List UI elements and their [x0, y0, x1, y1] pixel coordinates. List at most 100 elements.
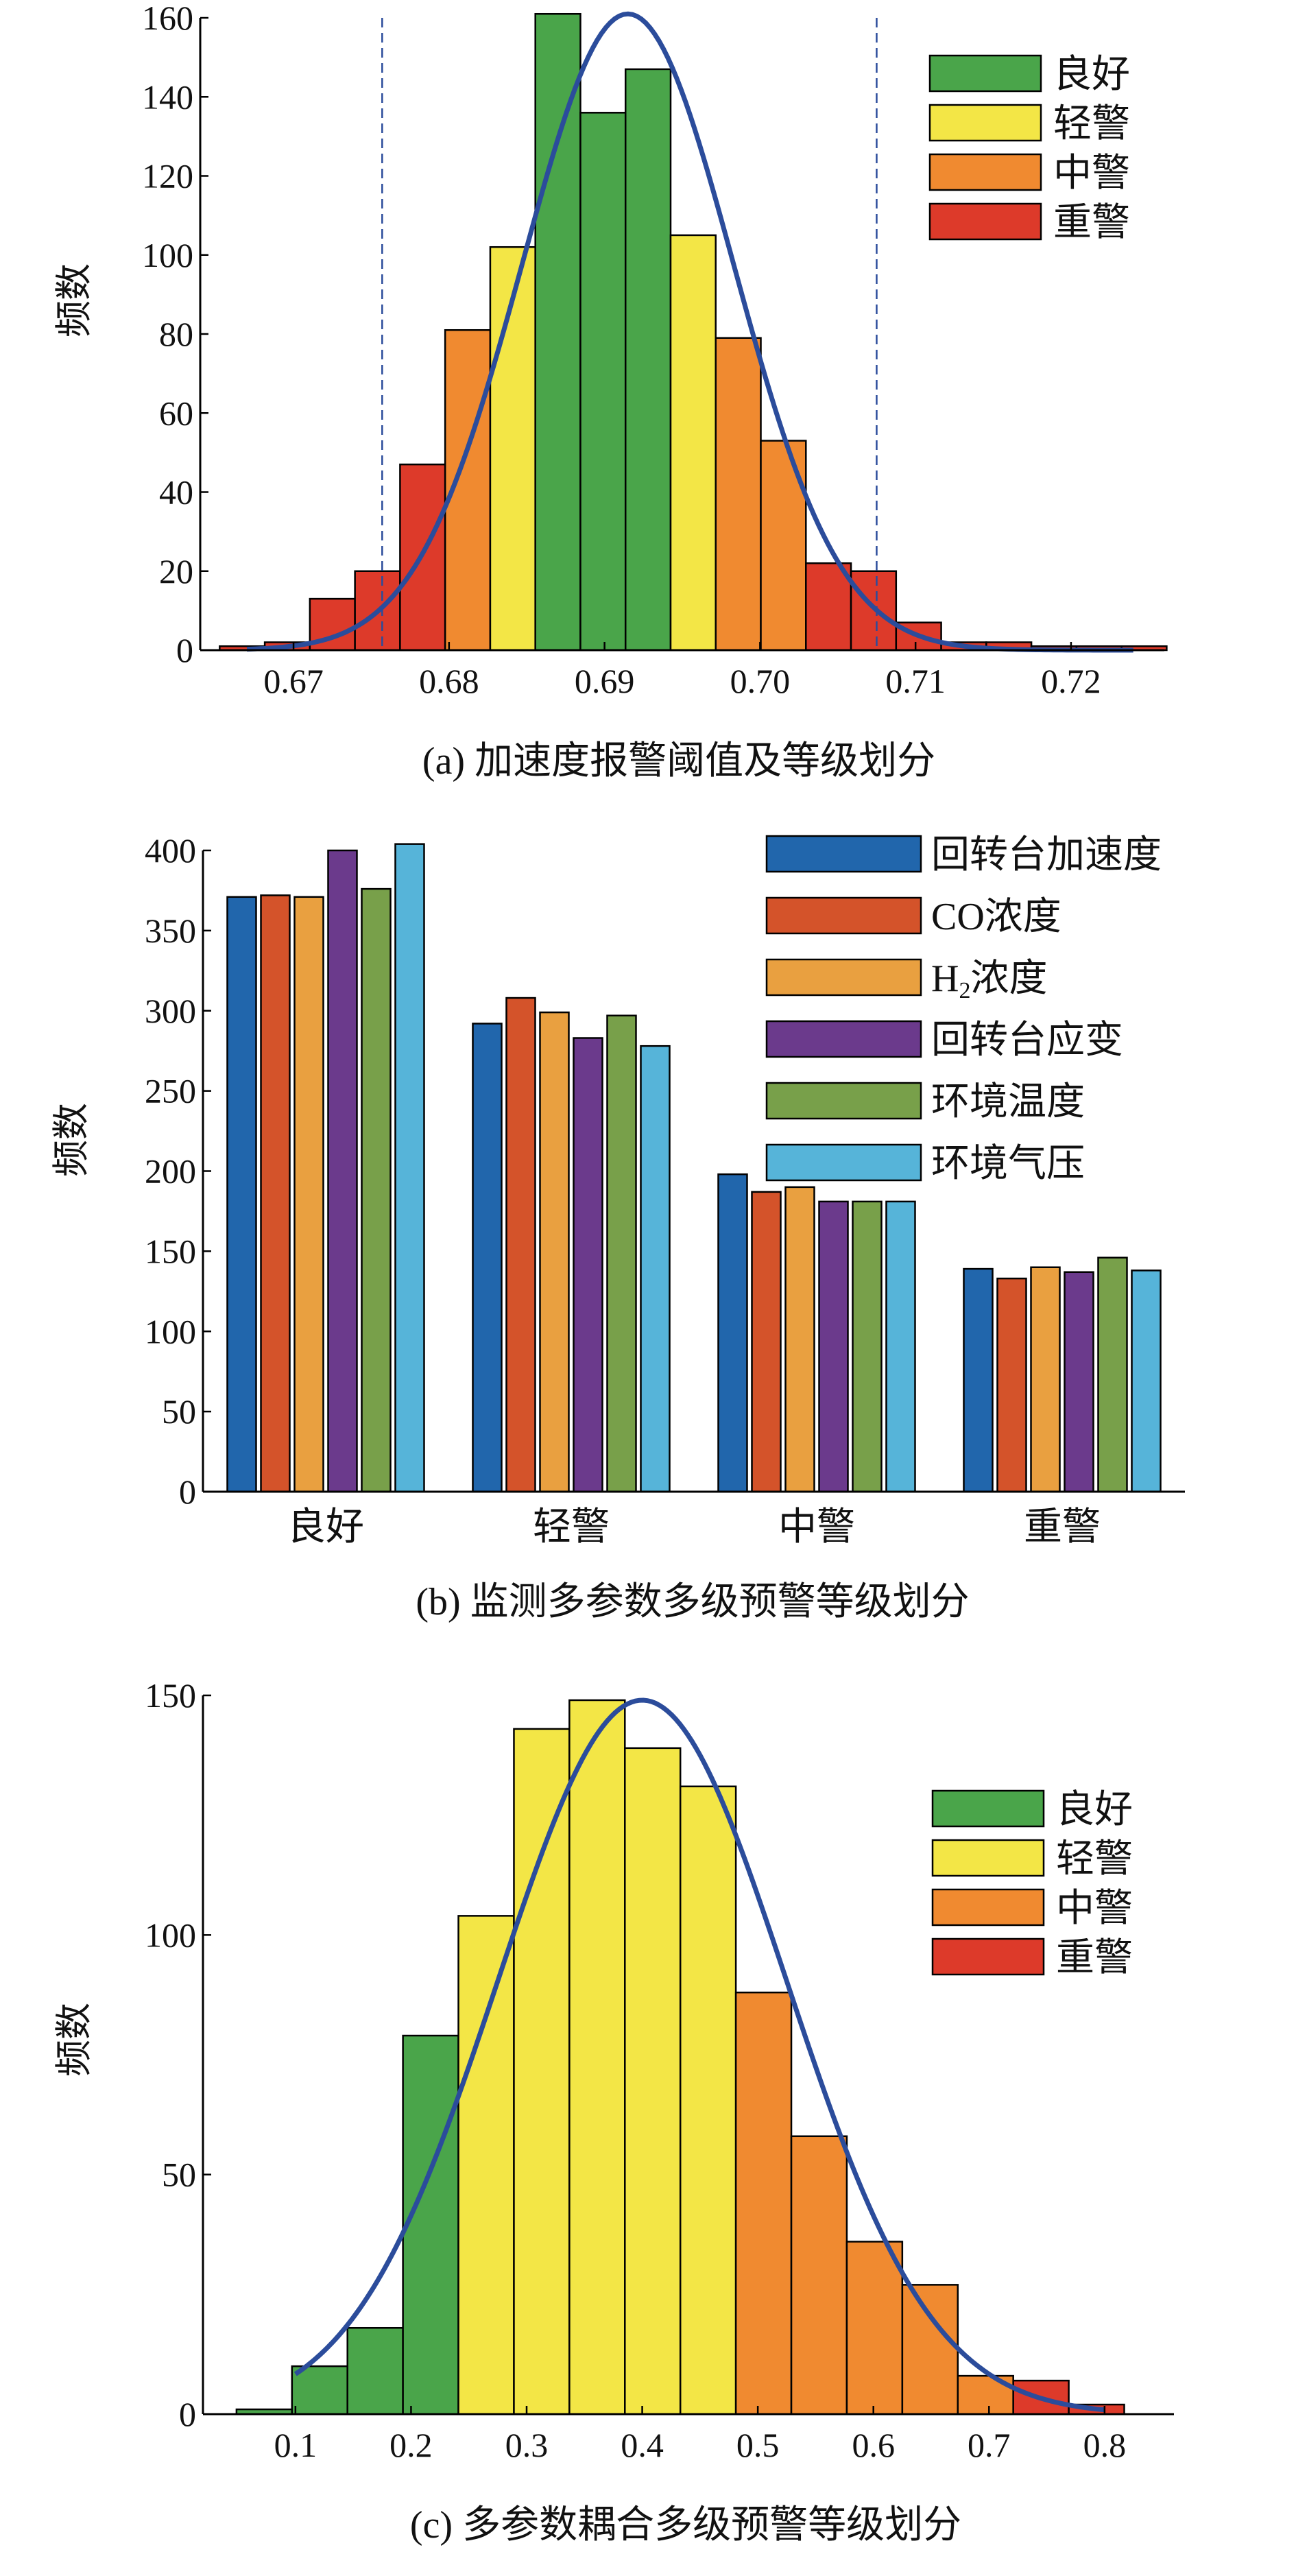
panel-b-bar: [818, 1200, 849, 1493]
panel-a-bar: [489, 246, 536, 652]
panel-c-bar: [734, 1991, 793, 2416]
panel-b-bar: [361, 887, 392, 1493]
panel-b-bar: [606, 1014, 637, 1493]
panel-c-legend-swatch: [931, 1839, 1045, 1877]
panel-b-legend-label: 回转台应变: [931, 1019, 1123, 1062]
panel-a-ytick-label: 40: [159, 473, 193, 512]
panel-a-ytick-label: 80: [159, 315, 193, 353]
panel-b-legend-swatch: [765, 958, 922, 997]
panel-a-bar: [715, 337, 762, 652]
panel-b-bar: [640, 1045, 671, 1493]
panel-b-bar: [293, 896, 324, 1493]
panel-c-legend-label: 轻警: [1056, 1838, 1133, 1881]
panel-a-y-axis-label: 频数: [53, 263, 95, 337]
panel-c-bar: [402, 2034, 459, 2416]
panel-a-histogram: 0 20 40 60 80 100 120 140 160 0.67 0.68 0.69 0.70 0.7…: [53, 0, 1168, 783]
panel-a-xtick-label: 0.70: [730, 662, 791, 700]
panel-b-legend-swatch: [765, 1082, 922, 1120]
panel-a-bar: [805, 562, 852, 652]
panel-a-bar: [669, 234, 717, 652]
panel-c-xtick-label: 0.7: [968, 2426, 1011, 2464]
panel-c-xtick-label: 0.3: [505, 2426, 549, 2464]
panel-c-histogram: 0 50 100 150 0.1 0.2 0.3 0.4 0.5 0.6 0.7 0.8 良好轻警中警重…: [53, 1676, 1174, 2547]
panel-b-legend-label: CO浓度: [931, 896, 1061, 938]
panel-a-legend-label: 重警: [1053, 202, 1130, 244]
panel-a-ytick-label: 120: [142, 157, 193, 195]
panel-b-legend-swatch: [765, 1020, 922, 1058]
panel-c-bar: [513, 1728, 571, 2416]
panel-c-caption: (c) 多参数耦合多级预警等级划分: [410, 2504, 961, 2547]
panel-b-grouped-bar-chart: 良好 轻警 中警 重警 0 50 100 150 200 250 300 350 400 回转台加速度 CO…: [51, 831, 1185, 1623]
panel-b-ytick-label: 300: [145, 992, 196, 1030]
panel-b-bar: [1030, 1266, 1061, 1493]
panel-c-legend-label: 重警: [1056, 1937, 1133, 1979]
panel-b-ytick-label: 100: [145, 1312, 196, 1350]
panel-b-category-label: 中警: [778, 1506, 855, 1549]
panel-c-bar: [346, 2326, 404, 2416]
panel-c-fit-curve: [293, 1697, 1105, 2413]
panel-a-legend-label: 中警: [1053, 152, 1130, 195]
panel-b-ytick-label: 0: [179, 1472, 196, 1511]
panel-c-ytick-label: 0: [179, 2395, 196, 2433]
panel-c-ytick-label: 150: [145, 1676, 196, 1715]
panel-a-ytick-label: 20: [159, 552, 193, 591]
panel-c-xtick-label: 0.8: [1083, 2426, 1127, 2464]
panel-c-bar: [457, 1915, 515, 2416]
panel-a-legend-label: 良好: [1053, 53, 1130, 96]
panel-c-legend-swatch: [931, 1937, 1045, 1976]
panel-a-bar: [534, 12, 581, 652]
panel-b-caption: (b) 监测多参数多级预警等级划分: [416, 1581, 969, 1623]
panel-c-bar: [845, 2241, 904, 2416]
panel-c-xtick-label: 0.2: [389, 2426, 433, 2464]
panel-b-category-label: 轻警: [533, 1506, 610, 1549]
panel-a-bar: [850, 570, 898, 652]
panel-b-legend-swatch: [765, 1143, 922, 1182]
panel-a-legend-swatch: [928, 104, 1042, 142]
panel-b-ytick-label: 150: [145, 1232, 196, 1270]
panel-a-xtick-label: 0.69: [575, 662, 635, 700]
panel-b-bar: [260, 894, 291, 1493]
panel-b-category-label: 重警: [1024, 1506, 1101, 1549]
panel-b-y-axis-label: 频数: [51, 1103, 92, 1177]
panel-a-ytick-label: 0: [176, 631, 193, 669]
panel-b-legend-label: 回转台加速度: [931, 834, 1162, 876]
panel-b-legend-swatch: [765, 835, 922, 873]
panel-a-ytick-label: 140: [142, 77, 193, 116]
panel-b-bar: [784, 1186, 815, 1493]
panel-b-bar: [394, 843, 425, 1493]
panel-b-bar: [539, 1011, 570, 1493]
panel-b-bar: [1064, 1271, 1094, 1493]
panel-a-legend-swatch: [928, 54, 1042, 93]
panel-c-xtick-label: 0.4: [621, 2426, 664, 2464]
panel-c-bar: [568, 1699, 626, 2416]
panel-c-bar: [624, 1747, 682, 2416]
panel-c-legend-label: 中警: [1056, 1887, 1133, 1930]
panel-a-xtick-label: 0.67: [263, 662, 324, 700]
panel-a-bar: [624, 68, 672, 652]
panel-b-bar: [717, 1173, 748, 1493]
panel-c-xtick-label: 0.5: [736, 2426, 780, 2464]
panel-c-xtick-label: 0.6: [852, 2426, 895, 2464]
panel-b-category-label: 良好: [287, 1506, 364, 1549]
panel-b-legend-swatch: [765, 896, 922, 935]
panel-c-bar: [679, 1785, 737, 2416]
panel-a-ytick-label: 100: [142, 236, 193, 274]
panel-a-legend-label: 轻警: [1053, 103, 1130, 145]
panel-c-bar: [790, 2135, 848, 2416]
panel-b-ytick-label: 400: [145, 831, 196, 870]
panel-a-xtick-label: 0.72: [1041, 662, 1101, 700]
panel-c-bar: [291, 2365, 348, 2416]
panel-c-legend-label: 良好: [1056, 1789, 1133, 1831]
panel-a-xtick-label: 0.68: [419, 662, 479, 700]
panel-a-ytick-label: 160: [142, 0, 193, 37]
panel-c-y-axis-label: 频数: [53, 2003, 95, 2077]
panel-b-bar: [963, 1267, 994, 1493]
panel-b-bar: [1131, 1269, 1162, 1493]
panel-b-bar: [751, 1191, 782, 1493]
panel-b-ytick-label: 50: [162, 1392, 196, 1431]
panel-b-bar: [573, 1037, 603, 1493]
panel-b-legend-label: 环境气压: [931, 1143, 1085, 1185]
panel-b-bar: [327, 849, 358, 1493]
panel-a-xtick-label: 0.71: [885, 662, 946, 700]
